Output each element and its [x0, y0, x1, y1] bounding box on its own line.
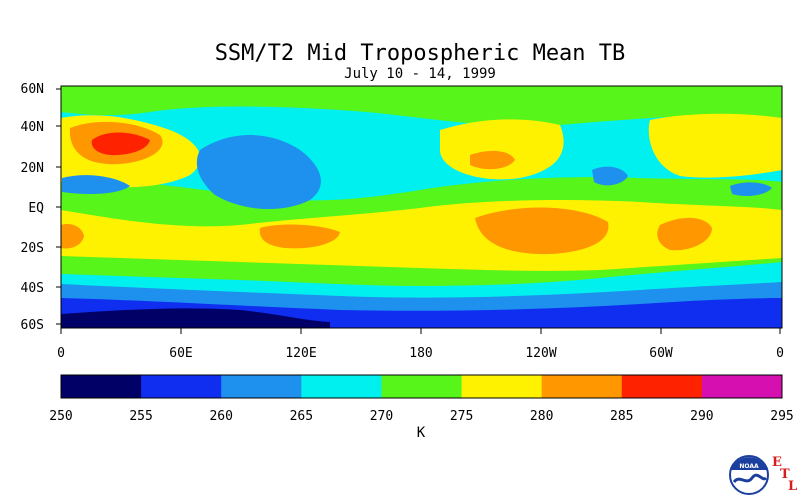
- colorbar-swatch: [541, 375, 623, 398]
- colorbar-swatch: [141, 375, 222, 398]
- lon-tick-label: 120E: [285, 346, 316, 361]
- colorbar-swatch: [61, 375, 142, 398]
- lat-tick-label: 40S: [21, 281, 44, 296]
- colorbar-swatch: [221, 375, 302, 398]
- colorbar-tick-label: 275: [450, 409, 473, 424]
- band-yellow-south: [61, 200, 782, 271]
- lon-tick-label: 0: [57, 346, 65, 361]
- colorbar-tick-label: 270: [370, 409, 393, 424]
- logo-letter-t: T: [780, 467, 790, 482]
- colorbar-tick-label: 250: [49, 409, 72, 424]
- lat-tick-label: 60N: [21, 82, 44, 97]
- band-navy-south: [61, 308, 330, 328]
- colorbar-tick-label: 265: [290, 409, 313, 424]
- band-orange-south-pacific: [475, 207, 609, 255]
- band-blue-mexico: [592, 166, 628, 186]
- noaa-logo-text: NOAA: [739, 463, 759, 470]
- lon-tick-label: 0: [776, 346, 784, 361]
- lat-tick-label: 40N: [21, 120, 44, 135]
- colorbar-swatches: [61, 375, 783, 398]
- latitude-axis: 60N 40N 20N EQ 20S 40S 60S: [21, 82, 61, 333]
- band-cyan-south: [61, 272, 782, 290]
- band-yellow-atlantic: [648, 113, 782, 178]
- colorbar-tick-label: 280: [530, 409, 553, 424]
- colorbar-tick-label: 255: [129, 409, 152, 424]
- colorbar-tick-label: 260: [209, 409, 232, 424]
- lat-tick-label: 20S: [21, 241, 44, 256]
- band-blue-asia: [196, 135, 321, 210]
- noaa-logo-wave: [732, 473, 768, 484]
- map-subtitle: July 10 - 14, 1999: [344, 66, 496, 82]
- band-red-arabia: [91, 132, 150, 156]
- lon-tick-label: 60E: [169, 346, 192, 361]
- lat-tick-label: 60S: [21, 318, 44, 333]
- band-orange-west: [61, 224, 84, 249]
- colorbar-tick-label: 295: [770, 409, 793, 424]
- colorbar-tick-label: 290: [690, 409, 713, 424]
- colorbar-frame: [60, 374, 783, 399]
- lon-tick-label: 60W: [649, 346, 673, 361]
- band-orange-australia: [259, 224, 340, 249]
- colorbar-swatch: [301, 375, 382, 398]
- logo-letter-l: L: [788, 479, 797, 494]
- temperature-map: [61, 86, 782, 328]
- colorbar-swatch: [461, 375, 543, 398]
- lat-tick-label: EQ: [28, 201, 44, 216]
- lon-tick-label: 120W: [525, 346, 556, 361]
- noaa-etl-logo: NOAA E T L: [729, 455, 797, 495]
- colorbar-swatch: [701, 375, 783, 398]
- noaa-logo-sky: [731, 457, 767, 470]
- lon-tick-label: 180: [409, 346, 432, 361]
- colorbar-ticks: 250 255 260 265 270 275 280 285 290 295: [49, 409, 793, 424]
- logo-letter-e: E: [772, 455, 782, 470]
- band-blue-north-atlantic: [730, 182, 772, 196]
- band-orange-pacific-north: [470, 150, 515, 170]
- colorbar: 250 255 260 265 270 275 280 285 290 295 K: [49, 374, 794, 441]
- colorbar-swatch: [381, 375, 463, 398]
- lat-tick-label: 20N: [21, 161, 44, 176]
- map-title: SSM/T2 Mid Tropospheric Mean TB: [215, 41, 626, 66]
- colorbar-tick-label: 285: [610, 409, 633, 424]
- band-green-north: [61, 86, 782, 127]
- longitude-axis: 0 60E 120E 180 120W 60W 0: [57, 328, 784, 361]
- band-blue-arabian-sea: [62, 175, 130, 194]
- band-orange-atlantic: [657, 217, 712, 251]
- colorbar-unit: K: [417, 425, 426, 441]
- colorbar-swatch: [621, 375, 703, 398]
